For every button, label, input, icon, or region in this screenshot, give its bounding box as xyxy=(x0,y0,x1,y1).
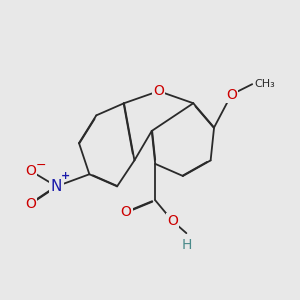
Text: −: − xyxy=(36,159,46,172)
Text: CH₃: CH₃ xyxy=(254,79,275,89)
Text: N: N xyxy=(51,179,62,194)
Text: +: + xyxy=(61,171,70,181)
Text: O: O xyxy=(226,88,237,102)
Text: O: O xyxy=(25,197,36,211)
Text: O: O xyxy=(167,214,178,228)
Text: O: O xyxy=(153,84,164,98)
Text: O: O xyxy=(25,164,36,178)
Text: H: H xyxy=(181,238,192,252)
Text: O: O xyxy=(120,206,131,219)
